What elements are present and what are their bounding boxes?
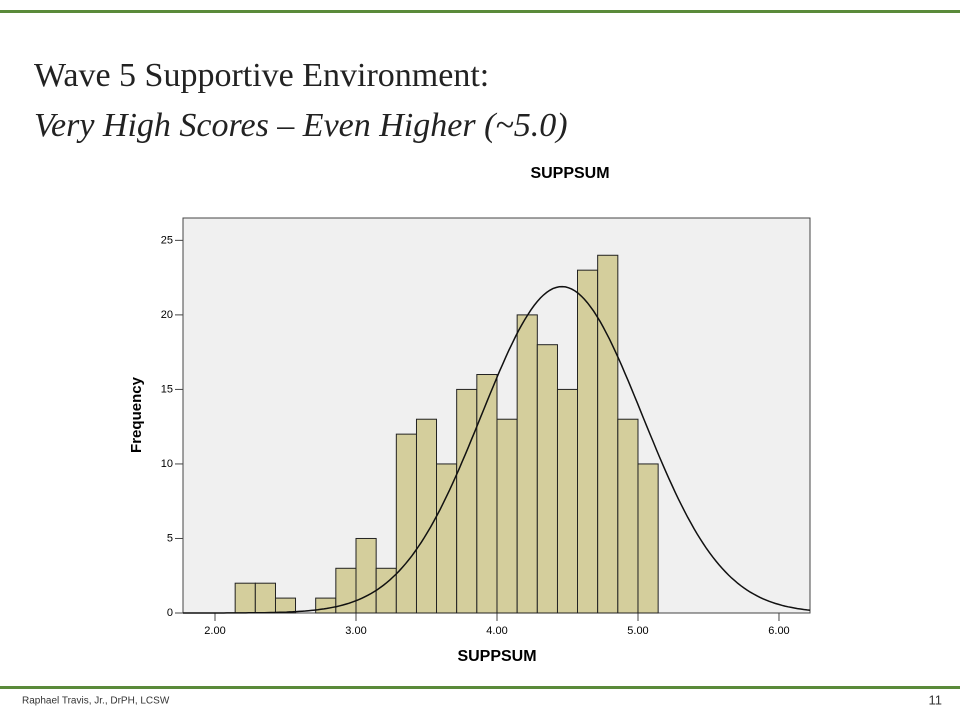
y-tick-label: 25 (161, 234, 173, 246)
bar (597, 254, 619, 614)
x-tick-label: 5.00 (627, 625, 648, 637)
bar (436, 463, 458, 614)
bar (617, 418, 639, 614)
bar (577, 269, 599, 614)
y-tick-label: 5 (167, 532, 173, 544)
bar (415, 418, 438, 614)
x-tick-label: 4.00 (486, 625, 507, 637)
footer: Raphael Travis, Jr., DrPH, LCSW (22, 696, 170, 707)
bar (476, 374, 498, 614)
y-axis-label: Frequency (128, 376, 145, 453)
bar (254, 582, 276, 614)
y-tick-label: 15 (161, 383, 173, 395)
bar (496, 418, 518, 614)
slide-subtitle: Very High Scores – Even Higher (~5.0) (34, 107, 568, 144)
bar (355, 537, 377, 614)
y-tick-label: 10 (161, 458, 173, 470)
bar (556, 388, 579, 614)
x-tick-label: 6.00 (768, 625, 789, 637)
chart-title: SUPPSUM (530, 165, 609, 182)
x-tick-label: 3.00 (345, 625, 366, 637)
bar (274, 597, 297, 614)
bar (637, 463, 659, 614)
bar (234, 582, 256, 614)
y-tick-label: 20 (161, 309, 173, 321)
slide-title: Wave 5 Supportive Environment: (34, 57, 489, 94)
bar (395, 433, 417, 614)
bar (456, 388, 478, 614)
top-rule (0, 10, 960, 13)
bar (536, 344, 558, 614)
x-tick-label: 2.00 (204, 625, 225, 637)
y-tick-label: 0 (167, 607, 173, 619)
bar (315, 597, 337, 614)
bottom-rule (0, 686, 960, 689)
bar (516, 314, 538, 614)
page-number: 11 (929, 692, 943, 707)
normal-curve (183, 285, 811, 614)
bar (375, 567, 397, 614)
x-axis-label: SUPPSUM (457, 648, 536, 665)
